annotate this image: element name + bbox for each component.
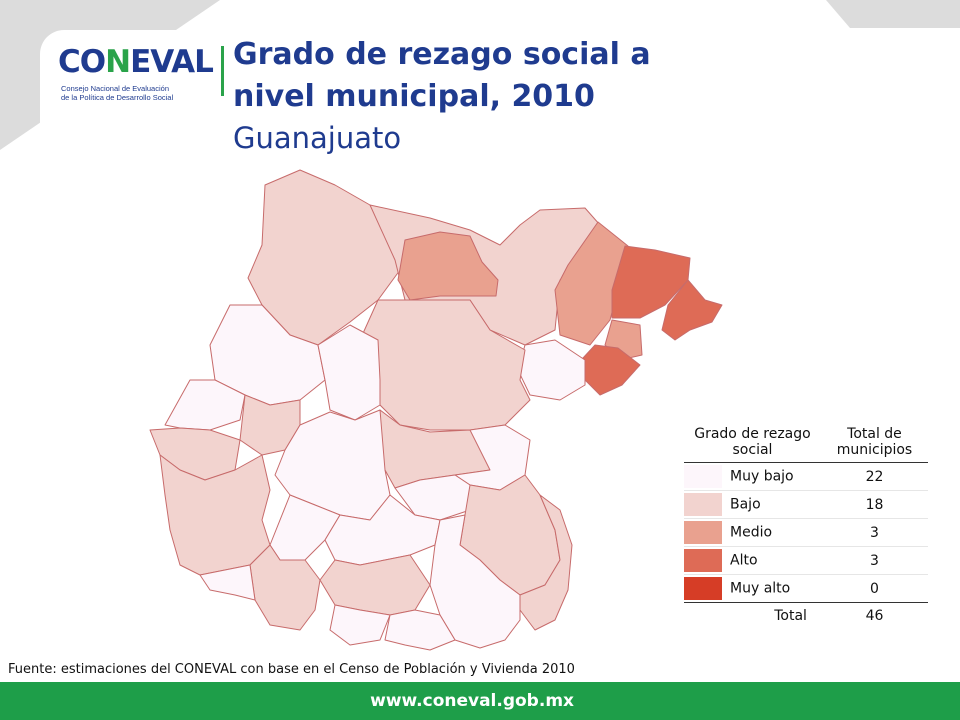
footer-bar: www.coneval.gob.mx: [0, 682, 960, 720]
legend-label: Muy alto: [730, 580, 791, 597]
municipio-alto: [611, 245, 691, 319]
municipio-muy-bajo: [329, 604, 391, 646]
logo-wordmark: CONEVAL: [58, 44, 214, 80]
source-note: Fuente: estimaciones del CONEVAL con bas…: [8, 662, 575, 677]
municipio-bajo: [519, 494, 573, 631]
coneval-logo: CONEVAL Consejo Nacional de Evaluación d…: [58, 44, 214, 110]
municipio-alto: [661, 279, 723, 341]
legend-label: Bajo: [730, 496, 761, 513]
legend-header-total: Total de municipios: [820, 424, 928, 463]
legend-label: Medio: [730, 524, 773, 541]
footer-url-link[interactable]: www.coneval.gob.mx: [370, 691, 574, 711]
legend-total-value: 46: [820, 602, 928, 629]
legend-total-label: Total: [684, 602, 821, 629]
logo-subtitle: Consejo Nacional de Evaluación de la Pol…: [61, 84, 174, 102]
municipio-bajo: [249, 544, 321, 631]
legend-row: Muy bajo 22: [684, 462, 928, 491]
legend-total-row: Total 46: [684, 602, 928, 629]
legend-header-category: Grado de rezago social: [684, 424, 821, 463]
legend-swatch: [684, 521, 722, 544]
legend-swatch: [684, 465, 722, 488]
municipio-muy-bajo: [384, 609, 456, 651]
municipio-muy-bajo: [199, 564, 256, 601]
legend-count: 3: [820, 546, 928, 575]
municipio-muy-bajo: [429, 514, 521, 649]
legend-swatch: [684, 549, 722, 572]
title-accent-bar: [221, 46, 224, 96]
page-title: Grado de rezago social a nivel municipal…: [233, 37, 651, 114]
municipio-muy-bajo: [517, 339, 586, 401]
legend-row: Bajo 18: [684, 490, 928, 519]
legend-count: 18: [820, 490, 928, 519]
municipio-medio: [397, 231, 499, 301]
municipio-muy-bajo: [317, 324, 381, 421]
legend-swatch: [684, 577, 722, 600]
legend-count: 0: [820, 574, 928, 603]
legend-row: Medio 3: [684, 518, 928, 547]
guanajuato-municipal-map: [149, 169, 723, 651]
legend-swatch: [684, 493, 722, 516]
legend-row: Alto 3: [684, 546, 928, 575]
legend-count: 22: [820, 462, 928, 491]
legend-count: 3: [820, 518, 928, 547]
municipio-bajo: [247, 169, 401, 346]
legend-row: Muy alto 0: [684, 574, 928, 603]
legend-label: Alto: [730, 552, 758, 569]
legend-table: Grado de rezago social Total de municipi…: [684, 424, 928, 629]
municipio-muy-bajo: [324, 494, 441, 566]
legend-label: Muy bajo: [730, 468, 794, 485]
page-subtitle: Guanajuato: [233, 121, 402, 155]
